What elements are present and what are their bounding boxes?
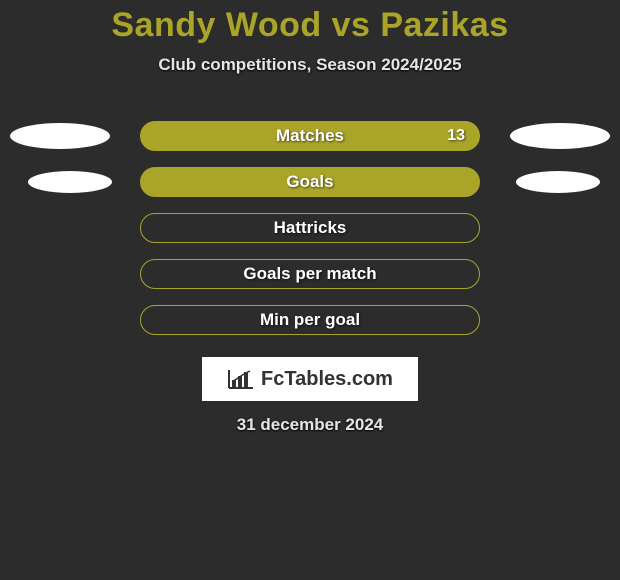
stat-row: Min per goal [0, 297, 620, 343]
stat-rows: Matches 13 Goals Hattricks Goals per mat… [0, 113, 620, 343]
stat-row: Goals [0, 159, 620, 205]
logo-text: FcTables.com [261, 368, 393, 391]
stat-label: Hattricks [274, 218, 347, 238]
logo-inner: FcTables.com [227, 368, 393, 391]
stat-row: Matches 13 [0, 113, 620, 159]
comparison-infographic: Sandy Wood vs Pazikas Club competitions,… [0, 0, 620, 580]
snapshot-date: 31 december 2024 [0, 415, 620, 435]
page-subtitle: Club competitions, Season 2024/2025 [0, 55, 620, 75]
stat-label: Min per goal [260, 310, 360, 330]
stat-pill-min-per-goal: Min per goal [140, 305, 480, 335]
stat-label: Matches [276, 126, 344, 146]
bar-chart-icon [227, 368, 255, 390]
stat-value: 13 [447, 127, 465, 145]
stat-row: Hattricks [0, 205, 620, 251]
stat-pill-matches: Matches 13 [140, 121, 480, 151]
stat-pill-goals: Goals [140, 167, 480, 197]
stat-pill-goals-per-match: Goals per match [140, 259, 480, 289]
stat-row: Goals per match [0, 251, 620, 297]
player-marker-left [10, 123, 110, 149]
player-marker-left [28, 171, 112, 193]
player-marker-right [516, 171, 600, 193]
player-marker-right [510, 123, 610, 149]
stat-label: Goals [286, 172, 333, 192]
page-title: Sandy Wood vs Pazikas [0, 0, 620, 45]
source-logo: FcTables.com [202, 357, 418, 401]
stat-pill-hattricks: Hattricks [140, 213, 480, 243]
stat-label: Goals per match [243, 264, 376, 284]
